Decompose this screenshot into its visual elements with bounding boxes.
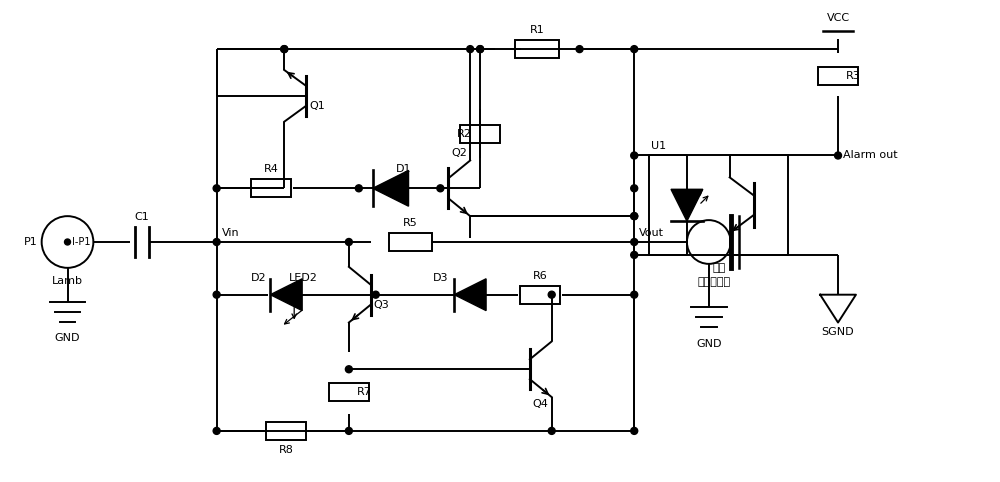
Circle shape [372, 291, 379, 298]
Circle shape [213, 428, 220, 434]
Circle shape [355, 185, 362, 192]
Circle shape [477, 46, 484, 53]
Text: Q2: Q2 [451, 148, 467, 159]
Circle shape [631, 152, 638, 159]
Circle shape [631, 213, 638, 220]
Polygon shape [454, 279, 486, 310]
Circle shape [631, 46, 638, 53]
Text: R2: R2 [457, 129, 472, 139]
Text: P1: P1 [24, 237, 38, 247]
Text: R4: R4 [264, 164, 279, 174]
Circle shape [281, 46, 288, 53]
Bar [818, 67, 858, 85]
Circle shape [345, 239, 352, 245]
Bar [266, 422, 306, 440]
Text: Q3: Q3 [374, 300, 389, 309]
Text: Lamb: Lamb [52, 276, 83, 286]
Circle shape [631, 239, 638, 245]
Circle shape [437, 185, 444, 192]
Text: R8: R8 [279, 445, 294, 455]
Text: U1: U1 [651, 141, 666, 150]
Bar [329, 383, 369, 401]
Circle shape [548, 428, 555, 434]
Polygon shape [270, 279, 302, 310]
Circle shape [345, 366, 352, 373]
Text: C1: C1 [135, 212, 149, 222]
Circle shape [631, 428, 638, 434]
Text: D3: D3 [433, 273, 448, 283]
Text: GND: GND [696, 339, 722, 349]
Text: 光耦: 光耦 [712, 263, 725, 273]
Text: I-P1: I-P1 [72, 237, 91, 247]
Bar [389, 233, 432, 251]
Circle shape [631, 185, 638, 192]
Text: VCC: VCC [826, 13, 850, 23]
Text: GND: GND [55, 334, 80, 344]
Text: D2: D2 [251, 273, 266, 283]
Text: Alarm out: Alarm out [843, 150, 898, 161]
Text: Q1: Q1 [309, 101, 325, 111]
Text: Vout: Vout [639, 228, 664, 238]
Circle shape [213, 185, 220, 192]
Text: LED2: LED2 [289, 273, 318, 283]
Bar [649, 156, 788, 255]
Circle shape [477, 46, 484, 53]
Circle shape [467, 46, 474, 53]
Circle shape [213, 239, 220, 245]
Text: R7: R7 [357, 387, 372, 397]
Bar [515, 40, 559, 58]
Bar [251, 179, 291, 197]
Text: SGND: SGND [822, 326, 854, 336]
Polygon shape [671, 189, 703, 221]
Circle shape [631, 291, 638, 298]
Circle shape [281, 46, 288, 53]
Text: R3: R3 [846, 71, 861, 81]
Bar [460, 125, 500, 143]
Circle shape [631, 213, 638, 220]
Circle shape [835, 152, 842, 159]
Circle shape [65, 239, 70, 245]
Circle shape [213, 291, 220, 298]
Text: R5: R5 [403, 218, 418, 228]
Text: D1: D1 [396, 164, 411, 174]
Bar [520, 286, 560, 304]
Circle shape [345, 428, 352, 434]
Text: Q4: Q4 [533, 399, 549, 409]
Circle shape [548, 291, 555, 298]
Circle shape [631, 252, 638, 258]
Text: R6: R6 [532, 271, 547, 281]
Text: R1: R1 [529, 25, 544, 35]
Text: Vin: Vin [222, 228, 239, 238]
Polygon shape [373, 171, 409, 206]
Circle shape [576, 46, 583, 53]
Text: 压电传感器: 压电传感器 [697, 277, 730, 287]
